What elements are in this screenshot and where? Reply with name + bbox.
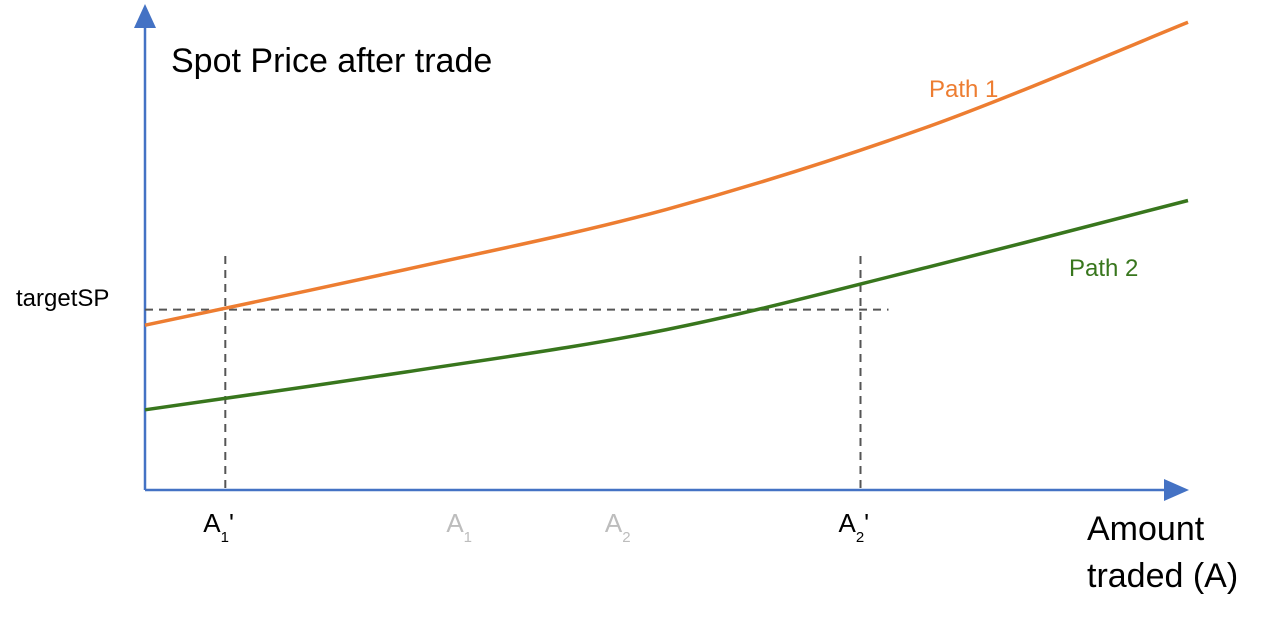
x-marker-label-1: A1 (446, 508, 472, 546)
series-label-2: Path 2 (1069, 255, 1138, 282)
chart-title: Spot Price after trade (171, 42, 492, 80)
x-marker-label-3: A2' (838, 508, 869, 546)
x-marker-label-2: A2 (605, 508, 631, 546)
x-marker-label-0: A1' (203, 508, 234, 546)
x-axis-arrowhead (1164, 479, 1189, 501)
x-axis-label-line1: Amount (1087, 510, 1205, 548)
y-axis-arrowhead (134, 4, 156, 28)
series-labels: Path 1 Path 2 (929, 76, 1138, 282)
series-line-1 (144, 20, 1189, 327)
guide-lines (145, 256, 889, 490)
target-sp-label: targetSP (16, 285, 109, 312)
axes (134, 4, 1189, 501)
series-label-1: Path 1 (929, 76, 998, 103)
series-lines (144, 20, 1189, 412)
x-axis-label-line2: traded (A) (1087, 557, 1238, 595)
x-markers: A1' A1 A2 A2' (203, 508, 869, 546)
series-line-2 (144, 198, 1189, 412)
